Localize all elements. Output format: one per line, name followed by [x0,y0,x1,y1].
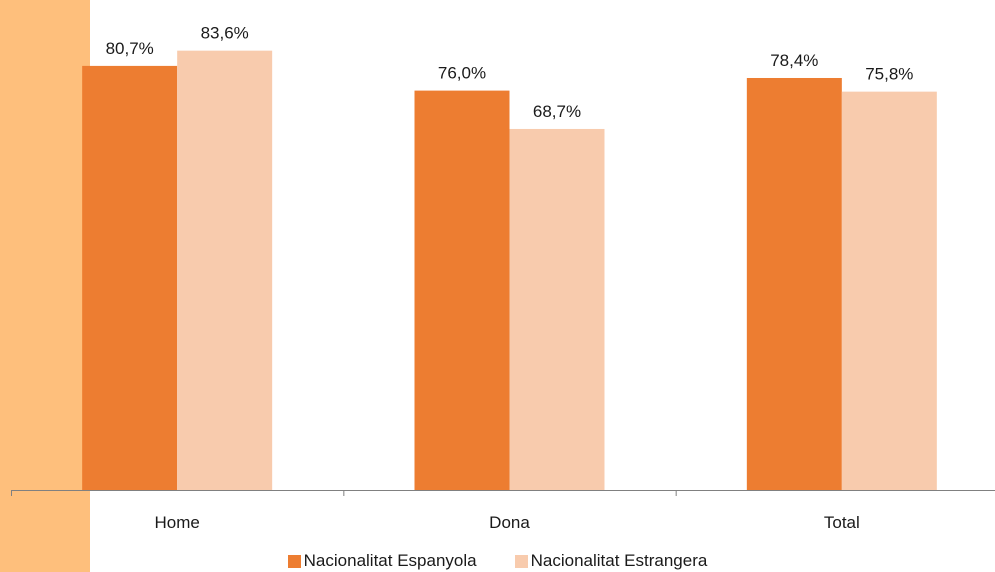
bar-home-series-0 [82,65,178,490]
side-band [0,0,90,572]
legend: Nacionalitat Espanyola Nacionalitat Estr… [0,551,995,572]
bar-dona-series-0 [414,90,510,490]
data-label-dona-series-0: 76,0% [438,64,486,83]
legend-label-estrangera: Nacionalitat Estrangera [530,551,708,570]
x-tick-label-home: Home [154,513,199,532]
bar-home-series-1 [177,50,273,490]
bar-dona-series-1 [509,128,605,490]
legend-swatch-espanyola [287,554,301,568]
legend-swatch-estrangera [514,554,528,568]
data-label-dona-series-1: 68,7% [533,102,581,121]
data-label-total-series-0: 78,4% [770,51,818,70]
legend-item-estrangera: Nacionalitat Estrangera [514,551,708,571]
bar-total-series-0 [746,77,842,490]
x-tick-label-total: Total [824,513,860,532]
bar-total-series-1 [841,91,937,490]
data-label-home-series-0: 80,7% [106,39,154,58]
legend-label-espanyola: Nacionalitat Espanyola [303,551,477,570]
legend-item-espanyola: Nacionalitat Espanyola [287,551,477,571]
data-label-home-series-1: 83,6% [201,24,249,43]
data-label-total-series-1: 75,8% [865,65,913,84]
x-tick-label-dona: Dona [489,513,530,532]
